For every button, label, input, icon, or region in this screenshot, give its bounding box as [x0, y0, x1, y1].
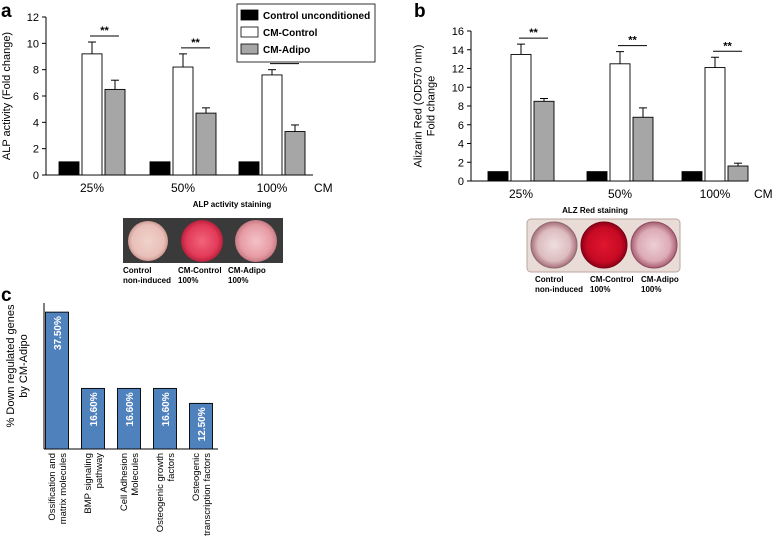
bar	[189, 402, 213, 450]
x-tick-label: Cell AdhesionMolecules	[119, 453, 141, 511]
y-tick-label: 2	[33, 144, 39, 156]
significance-label: **	[100, 25, 109, 37]
y-tick-label: 6	[33, 91, 39, 103]
alz-caption-control: Control non-induced	[535, 275, 583, 294]
bar-control-unconditioned	[238, 161, 260, 176]
alz-caption-cm-control: CM-Control 100%	[590, 275, 636, 294]
bar-control-unconditioned	[586, 171, 608, 182]
alp-staining-figure: ALP activity staining Control non-induce…	[123, 200, 283, 285]
data-label: 12.50%	[197, 407, 208, 441]
bar	[117, 387, 141, 450]
bar-control-unconditioned	[487, 171, 509, 182]
significance-label: **	[628, 35, 637, 47]
alp-staining-title: ALP activity staining	[193, 200, 272, 209]
y-tick-label: 6	[458, 120, 464, 132]
bar-cm-control	[261, 74, 283, 176]
alp-caption-control: Control non-induced	[123, 266, 171, 285]
legend-swatch-cm-control	[240, 26, 259, 38]
bar-cm-adipo	[195, 112, 217, 176]
y-tick-label: 4	[33, 117, 39, 129]
bar-cm-adipo	[284, 131, 306, 176]
data-label: 16.60%	[89, 392, 100, 426]
y-tick-label: 0	[458, 176, 464, 188]
bar-cm-control	[172, 66, 194, 176]
x-tick-label: 50%	[171, 181, 195, 195]
x-tick-label: Osteogenictranscription factors	[191, 453, 213, 536]
y-tick-label: 16	[452, 26, 464, 38]
bar-cm-adipo	[104, 88, 126, 176]
panel-letter-c: c	[1, 285, 12, 306]
x-tick-label: 50%	[608, 187, 632, 201]
alz-well-control	[530, 221, 578, 269]
bar	[45, 311, 69, 450]
y-tick-label: 4	[458, 139, 464, 151]
alz-staining-figure: ALZ Red staining Control non-induced CM-…	[526, 206, 681, 294]
y-tick-label: 10	[452, 82, 464, 94]
significance-label: **	[191, 37, 200, 49]
data-label: 37.50%	[53, 316, 64, 350]
alz-well-cm-adipo	[630, 221, 678, 269]
y-axis-label: Alizarin Red (OD570 nm)Fold change	[413, 45, 438, 168]
x-axis-label: CM	[314, 181, 333, 195]
alp-well-cm-adipo	[235, 220, 277, 262]
x-axis-label: CM	[754, 187, 773, 201]
alp-well-control	[128, 221, 168, 261]
x-tick-label: Ossification andmatrix molecules	[47, 453, 69, 525]
x-tick-label: BMP signalingpathway	[83, 453, 105, 514]
alz-well-cm-control	[580, 221, 628, 269]
bar-cm-adipo	[727, 165, 749, 182]
bar-cm-control	[609, 63, 631, 182]
legend-box	[236, 3, 376, 63]
data-label: 16.60%	[161, 392, 172, 426]
y-tick-label: 8	[458, 101, 464, 113]
legend: Control unconditioned CM-Control CM-Adip…	[236, 3, 376, 63]
data-label: 16.60%	[125, 392, 136, 426]
y-axis-label: % Down regulated genesby CM-Adipo	[5, 304, 30, 427]
x-tick-label: 25%	[509, 187, 533, 201]
chart-c: % Down regulated genesby CM-Adipo 37.50% O…	[5, 303, 218, 536]
legend-label-cm-adipo: CM-Adipo	[263, 45, 310, 56]
alp-caption-cm-control: CM-Control 100%	[178, 266, 224, 285]
y-tick-label: 8	[33, 65, 39, 77]
bar-cm-control	[81, 53, 103, 176]
y-tick-label: 12	[27, 12, 39, 24]
panel-letter-b: b	[414, 1, 426, 22]
bar-cm-adipo	[632, 116, 654, 182]
y-tick-label: 10	[27, 38, 39, 50]
legend-label-control: Control unconditioned	[263, 11, 370, 22]
chart-a: 0 2 4 6 8 10 12 ALP activity (Fold change) ** 25%…	[1, 12, 333, 195]
panel-letter-a: a	[1, 1, 12, 22]
chart-b: 0 2 4 6 8 10 12 14 16 Alizarin Red (OD570 nm)Fold…	[413, 26, 773, 201]
bar-control-unconditioned	[681, 171, 703, 182]
legend-swatch-cm-adipo	[240, 43, 259, 55]
bar-cm-control	[510, 53, 532, 182]
alz-staining-title: ALZ Red staining	[562, 206, 628, 215]
y-tick-label: 14	[452, 45, 464, 57]
x-tick-label: 100%	[700, 187, 731, 201]
bar-cm-control	[704, 67, 726, 182]
alp-well-cm-control	[181, 220, 223, 262]
y-tick-label: 0	[33, 170, 39, 182]
x-tick-label: Osteogenic growthfactors	[155, 453, 177, 532]
x-tick-label: 25%	[80, 181, 104, 195]
y-axis-label: ALP activity (Fold change)	[1, 32, 13, 160]
bar	[153, 387, 177, 450]
bar-control-unconditioned	[149, 161, 171, 176]
bar-cm-adipo	[533, 100, 555, 182]
legend-label-cm-control: CM-Control	[263, 28, 318, 39]
y-tick-label: 2	[458, 157, 464, 169]
legend-swatch-control	[240, 9, 259, 21]
x-tick-label: 100%	[257, 181, 288, 195]
alp-caption-cm-adipo: CM-Adipo 100%	[228, 266, 268, 285]
y-tick-label: 12	[452, 64, 464, 76]
bar-control-unconditioned	[58, 161, 80, 176]
alz-caption-cm-adipo: CM-Adipo 100%	[641, 275, 681, 294]
significance-label: **	[529, 27, 538, 39]
bar	[81, 387, 105, 450]
significance-label: **	[723, 40, 732, 52]
